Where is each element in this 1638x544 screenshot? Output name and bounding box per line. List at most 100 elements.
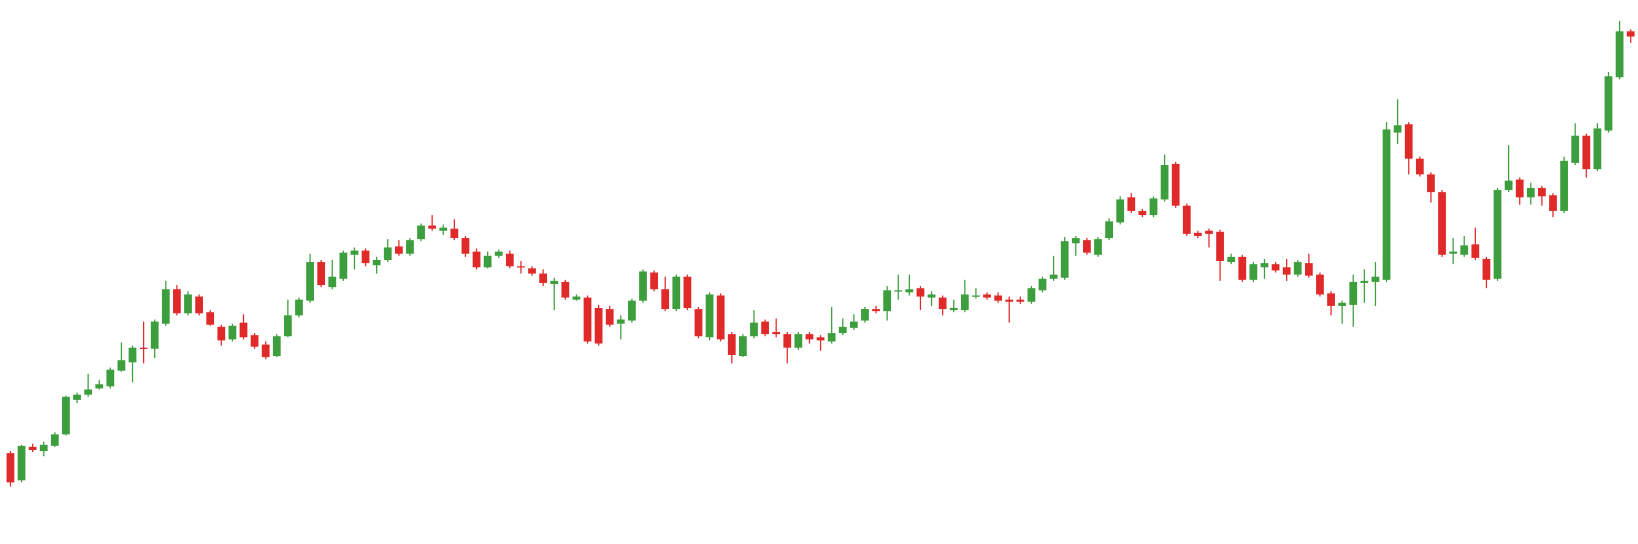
candle-body — [716, 295, 725, 340]
candle-body — [705, 294, 714, 338]
candle-body — [1005, 299, 1014, 302]
candle-body — [816, 337, 825, 341]
candle-body — [1538, 187, 1546, 197]
candle-body — [350, 250, 359, 255]
candle-body — [605, 309, 614, 325]
candle-body — [1016, 299, 1025, 302]
candle-body — [927, 294, 936, 298]
candle-body — [672, 276, 681, 310]
candle-body — [295, 299, 303, 316]
candle-body — [883, 290, 892, 312]
candle-body — [228, 325, 237, 340]
candle-body — [972, 295, 980, 297]
candle-body — [583, 297, 592, 342]
candle-body — [1515, 179, 1524, 198]
candle-body — [1249, 264, 1258, 280]
candle-body — [1382, 129, 1391, 280]
candle-body — [1626, 31, 1635, 37]
candle-body — [827, 333, 836, 342]
candle-body — [694, 309, 703, 337]
candle-body — [794, 334, 803, 348]
candle-body — [1360, 280, 1369, 283]
candle-body — [361, 250, 370, 264]
candle-body — [394, 246, 403, 254]
candle-body — [616, 319, 625, 324]
candle-body — [439, 227, 448, 231]
candle-body — [261, 344, 270, 358]
candle-body — [1182, 205, 1191, 234]
candle-body — [505, 253, 514, 267]
candle-body — [1404, 124, 1413, 159]
candle-body — [650, 272, 658, 290]
candle-body — [472, 251, 481, 268]
candle-body — [528, 268, 536, 274]
candle-body — [1083, 240, 1091, 253]
candle-body — [1071, 238, 1080, 244]
candle-body — [1371, 276, 1380, 282]
candle-body — [750, 322, 758, 337]
candle-body — [983, 294, 991, 298]
candle-body — [572, 296, 581, 300]
candle-body — [17, 445, 26, 481]
candle-body — [428, 225, 437, 229]
candle-body — [73, 394, 81, 400]
candle-body — [838, 326, 847, 334]
candle-body — [1304, 263, 1313, 276]
candle-body — [916, 288, 925, 297]
candle-body — [1449, 251, 1458, 254]
candle-body — [1504, 180, 1513, 191]
candle-body — [1105, 221, 1113, 239]
candle-body — [461, 238, 470, 254]
candle-body — [683, 276, 692, 309]
candle-body — [561, 281, 570, 298]
candle-body — [805, 334, 814, 340]
candle-body — [1415, 158, 1424, 175]
candle-body — [761, 321, 769, 335]
candle-body — [1038, 278, 1047, 291]
candle-body — [1549, 195, 1557, 211]
candle-body — [1593, 128, 1602, 170]
candle-body — [1282, 267, 1291, 275]
candle-body — [184, 294, 192, 314]
candle-body — [1216, 231, 1224, 262]
candle-body — [661, 289, 670, 310]
candle-body — [1060, 241, 1069, 278]
candle-body — [84, 389, 93, 395]
candle-body — [1427, 174, 1435, 193]
candle-body — [539, 273, 548, 283]
candle-body — [1582, 135, 1591, 170]
candle-body — [1316, 274, 1324, 295]
candle-body — [1171, 163, 1180, 206]
candle-body — [95, 384, 104, 389]
candle-body — [594, 308, 603, 344]
candle-body — [1205, 230, 1213, 234]
candle-body — [849, 321, 858, 328]
candle-body — [1127, 197, 1136, 211]
candle-body — [195, 296, 203, 314]
candle-body — [1238, 256, 1247, 280]
candle-body — [1094, 239, 1102, 255]
candle-body — [106, 369, 115, 387]
candle-body — [39, 444, 48, 452]
candle-body — [861, 309, 869, 321]
candle-body — [739, 336, 747, 357]
candle-body — [372, 259, 381, 266]
candle-body — [317, 262, 326, 286]
candle-body — [284, 315, 292, 337]
candle-body — [128, 347, 137, 363]
candle-body — [994, 295, 1003, 301]
candle-body — [1049, 274, 1058, 279]
candle-body — [50, 434, 59, 446]
candle-body — [1393, 125, 1402, 133]
candle-body — [483, 255, 492, 268]
candle-body — [206, 312, 215, 325]
candle-body — [450, 228, 459, 239]
candle-body — [1293, 262, 1302, 275]
candle-body — [772, 332, 781, 335]
candle-body — [628, 300, 636, 321]
candle-body — [494, 251, 503, 256]
candle-body — [1116, 199, 1125, 223]
candle-body — [28, 446, 37, 451]
